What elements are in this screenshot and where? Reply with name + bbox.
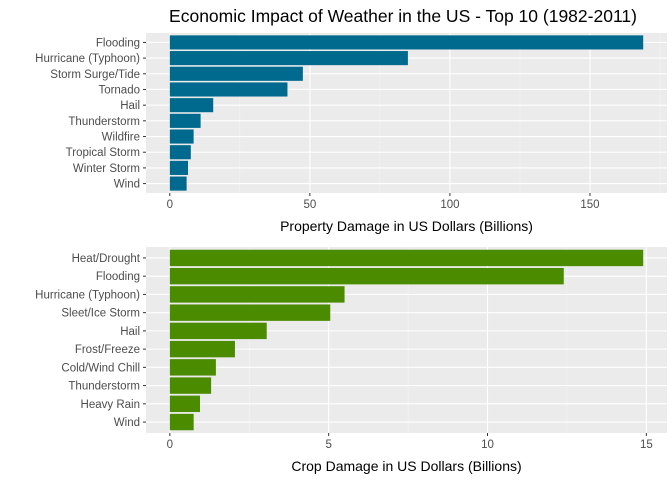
property-x-tick-label: 100 [440,199,459,211]
crop-bar [169,304,331,321]
property-x-tick-label: 0 [167,199,173,211]
property-category-label: Wind [114,179,140,191]
property-bar [169,129,194,144]
crop-bar [169,377,212,394]
property-plot: Flooding Hurricane (Typhoon) Storm Surge/T… [35,33,667,234]
crop-category-label: Thunderstorm [68,381,140,393]
property-bar [169,160,189,175]
crop-bar [169,340,235,358]
property-bar [169,98,214,113]
property-bar [169,176,187,191]
property-category-label: Hail [120,100,140,112]
crop-category-label: Frost/Freeze [75,344,140,356]
property-category-label: Wildfire [102,132,140,144]
crop-x-tick-label: 5 [325,439,331,451]
crop-bar [169,359,216,376]
property-category-label: Flooding [96,37,140,49]
crop-category-label: Flooding [96,271,140,283]
crop-category-label: Heat/Drought [72,253,141,265]
crop-category-label: Hurricane (Typhoon) [35,289,140,301]
property-x-tick-label: 50 [303,199,316,211]
property-category-label: Hurricane (Typhoon) [35,53,140,65]
crop-category-label: Sleet/Ice Storm [61,308,140,320]
property-bar [169,66,303,81]
crop-plot: Heat/Drought Flooding Hurricane (Typhoon) S… [35,247,667,474]
property-bar [169,145,191,160]
crop-bar [169,395,201,413]
property-bar [169,51,408,66]
property-bar [169,35,644,50]
crop-x-tick-label: 0 [167,439,173,451]
property-category-label: Thunderstorm [68,116,140,128]
crop-category-label: Hail [120,326,140,338]
crop-x-axis-label: Crop Damage in US Dollars (Billions) [291,458,521,474]
chart-title: Economic Impact of Weather in the US - T… [169,6,637,26]
property-category-label: Tornado [98,84,140,96]
crop-bar [169,267,564,285]
property-x-tick-label: 150 [580,199,599,211]
property-x-axis-label: Property Damage in US Dollars (Billions) [280,218,533,234]
crop-x-tick-label: 10 [481,439,494,451]
property-category-label: Winter Storm [73,163,140,175]
property-category-label: Storm Surge/Tide [50,69,140,81]
crop-category-label: Wind [114,417,140,429]
crop-category-label: Cold/Wind Chill [61,362,140,374]
crop-bar [169,286,345,303]
crop-bar [169,413,194,431]
crop-category-label: Heavy Rain [81,399,140,411]
crop-x-tick-label: 15 [640,439,653,451]
crop-bar [169,249,644,267]
property-category-label: Tropical Storm [66,147,140,159]
crop-bar [169,322,267,340]
property-bar [169,113,201,128]
property-bar [169,82,288,97]
